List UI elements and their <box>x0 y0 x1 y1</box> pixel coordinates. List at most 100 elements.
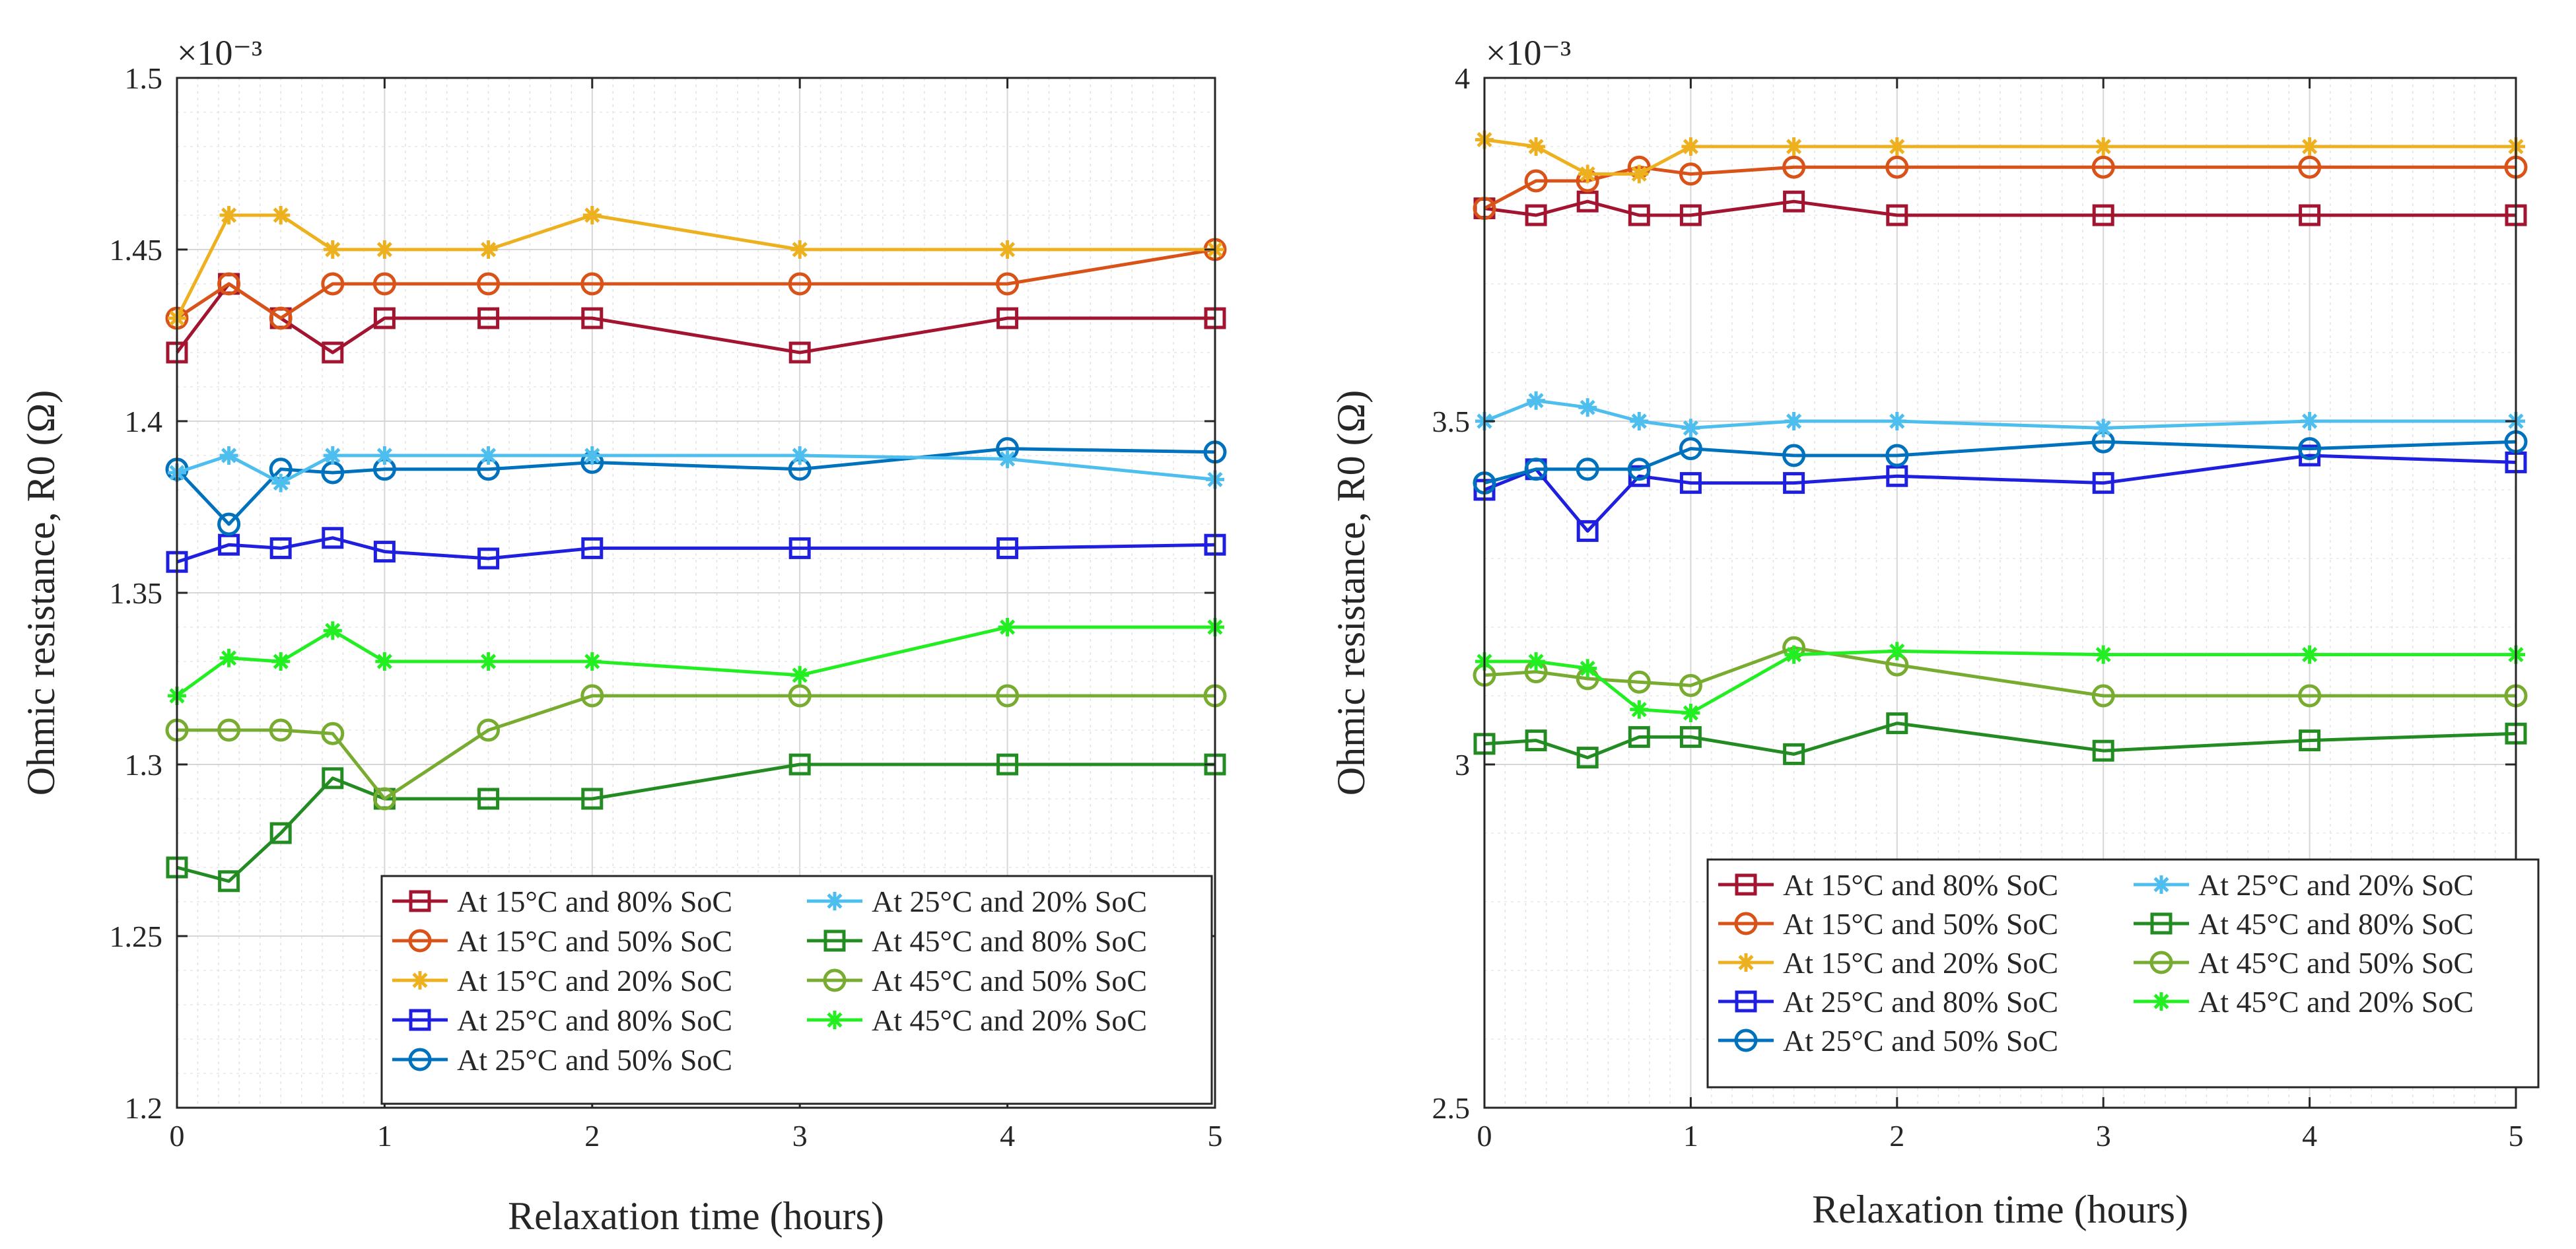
series-45C_50 <box>165 684 1227 811</box>
data-point <box>1784 412 1803 430</box>
data-point <box>582 652 602 671</box>
legend-item: At 25°C and 20% SoC <box>2134 868 2474 902</box>
data-point <box>1630 412 1649 430</box>
data-point <box>373 541 396 563</box>
data-point <box>2091 684 2115 708</box>
data-point <box>217 272 241 296</box>
y-tick-label: 4 <box>1455 61 1470 95</box>
series-line <box>1484 199 2516 217</box>
data-point <box>581 537 604 559</box>
data-point <box>375 240 394 259</box>
y-tick-label: 2.5 <box>1432 1091 1471 1125</box>
series-line <box>176 248 1216 320</box>
x-tick-label: 1 <box>377 1119 392 1153</box>
data-point <box>1576 747 1599 769</box>
data-point <box>1886 712 1908 735</box>
legend-label: At 25°C and 80% SoC <box>1783 985 2058 1019</box>
series-line <box>1484 722 2517 760</box>
series-line <box>1484 454 2517 533</box>
legend-item: At 45°C and 20% SoC <box>2134 985 2474 1019</box>
data-point <box>1527 137 1546 156</box>
data-point <box>1679 204 1702 226</box>
legend-item: At 15°C and 80% SoC <box>392 885 732 918</box>
legend-swatch-marker <box>409 890 431 912</box>
legend-swatch-marker <box>823 929 846 952</box>
data-point <box>323 621 342 640</box>
legend-label: At 15°C and 50% SoC <box>457 924 732 958</box>
data-point <box>1782 155 1806 179</box>
legend-label: At 45°C and 50% SoC <box>2198 946 2474 980</box>
data-point <box>218 870 240 893</box>
legend-label: At 25°C and 50% SoC <box>457 1043 732 1077</box>
data-point <box>1783 190 1805 213</box>
data-point <box>219 446 238 465</box>
data-point <box>2298 684 2322 708</box>
data-point <box>269 718 293 742</box>
y-tick-label: 3.5 <box>1432 405 1471 438</box>
data-point <box>1885 444 1909 467</box>
data-point <box>322 767 344 790</box>
legend-item: At 45°C and 80% SoC <box>807 924 1147 958</box>
data-point <box>788 753 811 776</box>
legend-label: At 45°C and 20% SoC <box>872 1003 1147 1037</box>
legend-item: At 45°C and 80% SoC <box>2134 907 2474 941</box>
series-line <box>1484 399 2516 430</box>
legend-item: At 45°C and 20% SoC <box>807 1003 1147 1037</box>
data-point <box>1681 137 1700 156</box>
legend-box <box>380 875 1213 1105</box>
y-tick-label: 1.2 <box>125 1091 163 1125</box>
y-axis-label: Ohmic resistance, R0 (Ω) <box>1329 390 1373 795</box>
series-line <box>1484 646 2516 698</box>
data-point <box>788 272 812 296</box>
data-point <box>1783 743 1805 765</box>
data-point <box>1885 155 1909 179</box>
legend-label: At 15°C and 50% SoC <box>1783 907 2058 941</box>
legend-swatch-marker <box>408 1048 432 1071</box>
series-line <box>176 536 1216 564</box>
data-point <box>2094 419 2113 438</box>
legend-swatch-marker <box>2150 912 2173 935</box>
data-point <box>269 306 293 330</box>
data-point <box>1578 659 1597 678</box>
data-point <box>1628 726 1650 748</box>
data-point <box>217 718 241 742</box>
data-point <box>479 652 498 671</box>
legend-label: At 25°C and 50% SoC <box>1783 1024 2058 1058</box>
data-point <box>1527 391 1546 410</box>
data-point <box>2094 137 2113 156</box>
data-point <box>322 341 344 364</box>
y-tick-label: 1.35 <box>110 576 163 610</box>
data-point <box>788 537 811 559</box>
data-point <box>1524 169 1548 193</box>
x-tick-label: 0 <box>170 1119 185 1153</box>
legend-label: At 45°C and 80% SoC <box>872 924 1147 958</box>
data-point <box>1886 204 1908 226</box>
legend-item: At 25°C and 50% SoC <box>392 1043 732 1077</box>
legend-label: At 25°C and 20% SoC <box>872 885 1147 918</box>
data-point <box>2094 645 2113 664</box>
data-point <box>373 307 396 329</box>
data-point <box>323 240 342 259</box>
x-tick-label: 1 <box>1683 1119 1698 1153</box>
data-point <box>477 718 501 742</box>
data-point <box>1524 457 1548 481</box>
y-tick-label: 3 <box>1455 748 1470 782</box>
data-point <box>217 512 241 536</box>
chart-left: 0 1 2 3 4 5 1.2 1.25 1.3 1.35 1.4 1.45 1.5 ×10⁻³ Rel… <box>19 33 1227 1238</box>
data-point <box>1784 137 1803 156</box>
series-45C_20 <box>1475 642 2525 722</box>
data-point <box>1679 673 1702 697</box>
legend-swatch-marker <box>1735 990 1757 1013</box>
data-point <box>790 446 810 465</box>
data-point <box>375 652 394 671</box>
legend-label: At 15°C and 80% SoC <box>1783 868 2058 902</box>
data-point <box>1525 204 1547 226</box>
series-line <box>1484 138 2516 176</box>
legend-left: At 15°C and 80% SoC At 15°C and 50% SoC At… <box>380 875 1213 1105</box>
legend-swatch-marker <box>1737 953 1755 972</box>
legend-label: At 45°C and 80% SoC <box>2198 907 2474 941</box>
data-point <box>219 648 238 667</box>
legend-item: At 25°C and 80% SoC <box>1718 985 2058 1019</box>
legend-item: At 15°C and 20% SoC <box>392 964 732 997</box>
legend-label: At 15°C and 20% SoC <box>457 964 732 997</box>
